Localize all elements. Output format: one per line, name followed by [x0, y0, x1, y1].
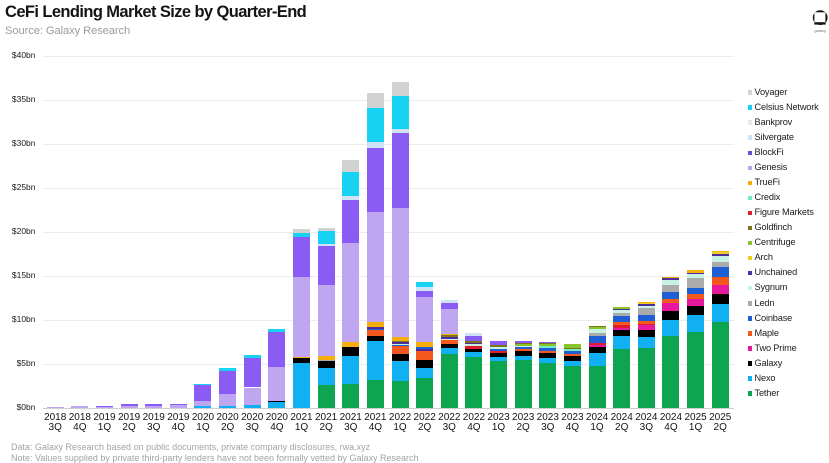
svg-text:galaxy: galaxy [814, 28, 826, 33]
